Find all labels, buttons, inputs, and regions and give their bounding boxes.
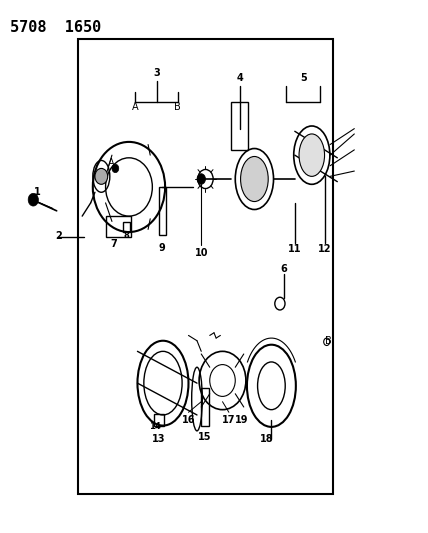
Text: 4: 4 xyxy=(236,73,243,83)
Circle shape xyxy=(95,168,108,184)
Text: 7: 7 xyxy=(111,239,117,249)
Text: B: B xyxy=(175,102,181,112)
Bar xyxy=(159,187,166,235)
Circle shape xyxy=(112,164,119,173)
Text: 10: 10 xyxy=(194,248,208,259)
Text: A: A xyxy=(108,158,114,168)
Bar xyxy=(106,216,131,237)
Text: 1: 1 xyxy=(34,187,41,197)
Text: 9: 9 xyxy=(159,243,166,253)
Text: 18: 18 xyxy=(260,434,274,444)
Circle shape xyxy=(197,174,205,184)
Text: A: A xyxy=(132,102,139,112)
Text: 19: 19 xyxy=(235,415,248,425)
Bar xyxy=(155,414,164,425)
Text: 8: 8 xyxy=(124,231,129,240)
Text: 6: 6 xyxy=(281,264,288,274)
Text: 5708  1650: 5708 1650 xyxy=(10,20,101,35)
Bar xyxy=(231,102,248,150)
Ellipse shape xyxy=(241,157,268,201)
Text: 13: 13 xyxy=(152,434,166,444)
Circle shape xyxy=(28,193,39,206)
Text: 16: 16 xyxy=(182,415,195,425)
Text: 2: 2 xyxy=(55,231,62,241)
Text: 12: 12 xyxy=(318,244,331,254)
Text: 5: 5 xyxy=(300,73,307,83)
Bar xyxy=(122,222,130,232)
Text: 3: 3 xyxy=(153,68,160,78)
Text: 17: 17 xyxy=(222,415,236,425)
Text: 14: 14 xyxy=(149,422,160,431)
Ellipse shape xyxy=(299,134,324,176)
Bar xyxy=(78,38,333,495)
Text: 15: 15 xyxy=(198,432,211,442)
Bar xyxy=(201,389,209,425)
Text: B: B xyxy=(325,336,332,346)
Text: 11: 11 xyxy=(288,244,302,254)
